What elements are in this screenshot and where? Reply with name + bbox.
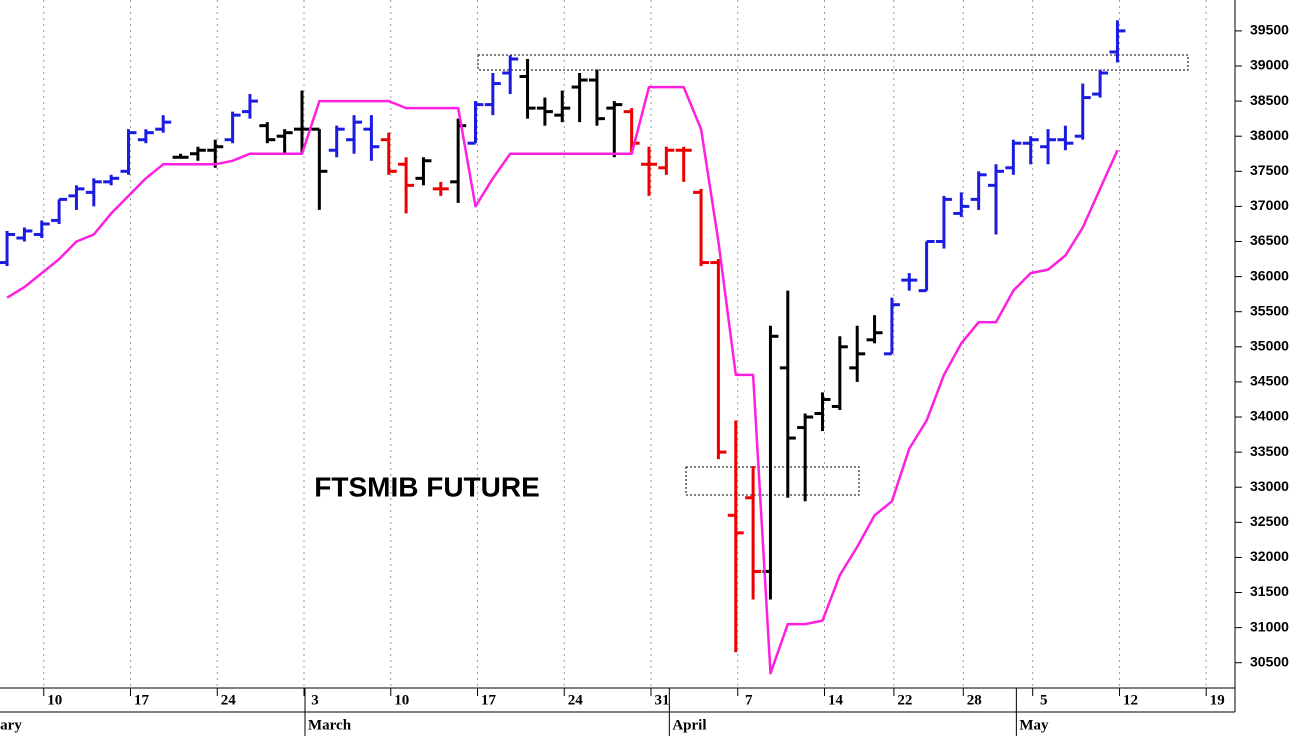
x-tick-label: 24 xyxy=(568,692,584,708)
y-tick-label: 33500 xyxy=(1250,443,1289,459)
x-tick-label: 17 xyxy=(481,692,497,708)
y-tick-label: 38000 xyxy=(1250,127,1289,143)
y-tick-label: 30500 xyxy=(1250,653,1289,669)
x-tick-label: 10 xyxy=(394,692,409,708)
x-tick-label: 10 xyxy=(47,692,62,708)
y-tick-label: 32500 xyxy=(1250,513,1289,529)
y-tick-label: 31500 xyxy=(1250,583,1289,599)
y-tick-label: 35000 xyxy=(1250,338,1289,354)
resistance-box xyxy=(477,54,1189,71)
y-tick-label: 37000 xyxy=(1250,197,1289,213)
y-tick-label: 35500 xyxy=(1250,302,1289,318)
annotation: FTSMIB FUTURE xyxy=(314,471,540,502)
y-tick-label: 39500 xyxy=(1250,22,1289,38)
x-tick-label: 3 xyxy=(311,692,319,708)
y-tick-label: 31000 xyxy=(1250,618,1289,634)
y-tick-label: 33000 xyxy=(1250,478,1289,494)
x-tick-label: 12 xyxy=(1123,692,1138,708)
y-tick-label: 36000 xyxy=(1250,267,1289,283)
y-tick-label: 36500 xyxy=(1250,232,1289,248)
x-tick-label: 5 xyxy=(1040,692,1048,708)
y-tick-label: 34500 xyxy=(1250,373,1289,389)
month-label: April xyxy=(672,717,706,733)
x-tick-label: 17 xyxy=(134,692,150,708)
y-tick-label: 38500 xyxy=(1250,92,1289,108)
x-tick-label: 7 xyxy=(745,692,753,708)
support-box xyxy=(685,466,860,496)
x-tick-label: 31 xyxy=(655,692,670,708)
stop-line xyxy=(6,85,1119,675)
month-label: February xyxy=(0,717,22,733)
month-label: March xyxy=(308,717,352,733)
x-tick-label: 14 xyxy=(828,692,844,708)
month-label: May xyxy=(1019,717,1049,733)
y-tick-label: 34000 xyxy=(1250,408,1289,424)
x-tick-label: 19 xyxy=(1210,692,1225,708)
y-tick-label: 39000 xyxy=(1250,57,1289,73)
x-tick-label: 24 xyxy=(221,692,237,708)
y-tick-label: 32000 xyxy=(1250,548,1289,564)
x-tick-label: 28 xyxy=(967,692,982,708)
x-tick-label: 22 xyxy=(897,692,912,708)
y-tick-label: 37500 xyxy=(1250,162,1289,178)
